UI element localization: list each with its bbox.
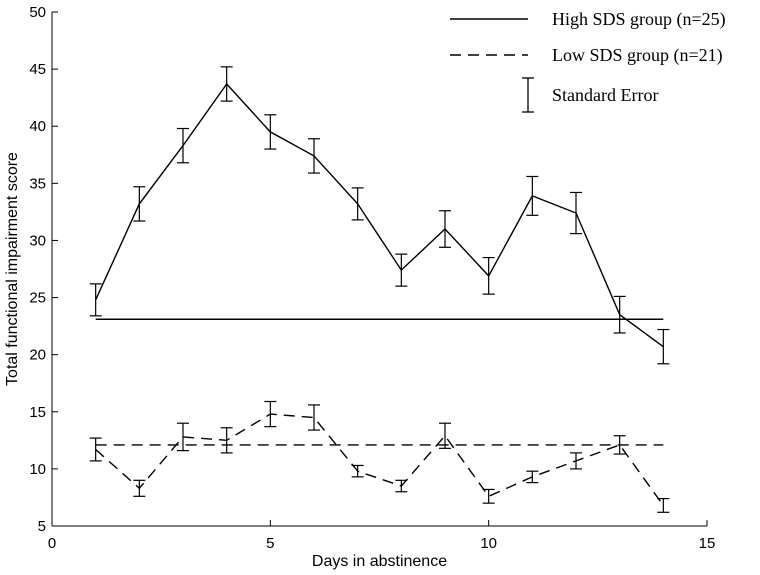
error-bar-high-sds xyxy=(482,256,495,295)
series-lines xyxy=(95,82,664,506)
error-bar-high-sds xyxy=(133,186,146,222)
error-bar-high-sds xyxy=(264,114,277,150)
error-bar-low-sds xyxy=(439,422,451,449)
error-bar-high-sds xyxy=(613,295,626,334)
error-bar-low-sds xyxy=(657,497,670,513)
error-bar-high-sds xyxy=(526,175,539,216)
error-bar-low-sds xyxy=(133,479,146,497)
x-tick-label: 5 xyxy=(266,535,274,552)
x-tick-label: 0 xyxy=(48,535,56,552)
legend-swatch-standard-error xyxy=(522,77,534,113)
y-tick-label: 30 xyxy=(29,232,46,249)
error-bar-high-sds xyxy=(570,191,582,235)
y-tick-label: 35 xyxy=(29,175,46,192)
plot-frame xyxy=(51,12,707,527)
error-bar-low-sds xyxy=(220,427,233,454)
error-bar-high-sds xyxy=(439,210,451,248)
error-bar-low-sds xyxy=(351,464,364,478)
mean-lines xyxy=(95,318,664,446)
error-bar-high-sds xyxy=(395,253,408,287)
series-line-low-sds xyxy=(95,413,664,506)
y-tick-label: 25 xyxy=(29,290,46,307)
legend-label-low-sds: Low SDS group (n=21) xyxy=(552,45,723,66)
error-bar-high-sds xyxy=(89,283,102,317)
error-bar-low-sds xyxy=(570,452,582,470)
y-tick-label: 50 xyxy=(29,4,46,21)
y-tick-label: 15 xyxy=(29,404,46,421)
error-bar-low-sds xyxy=(89,437,102,462)
error-bar-low-sds xyxy=(177,422,189,452)
error-bar-low-sds xyxy=(264,400,277,428)
y-tick-label: 45 xyxy=(29,61,46,78)
x-tick-label: 15 xyxy=(699,535,716,552)
error-bars xyxy=(89,66,670,513)
y-axis-label: Total functional impairment score xyxy=(4,152,21,386)
error-bar-high-sds xyxy=(657,328,670,365)
x-axis-label: Days in abstinence xyxy=(312,553,447,570)
y-tick-label: 20 xyxy=(29,347,46,364)
error-bar-low-sds xyxy=(308,404,320,431)
legend: High SDS group (n=25) Low SDS group (n=2… xyxy=(450,9,726,113)
legend-label-standard-error: Standard Error xyxy=(552,85,658,105)
error-bar-low-sds xyxy=(613,435,626,455)
error-bar-high-sds xyxy=(351,187,364,221)
y-tick-label: 5 xyxy=(38,518,46,535)
x-tick-label: 10 xyxy=(480,535,497,552)
error-bar-low-sds xyxy=(482,488,495,504)
y-axis-ticks: 5 10 15 20 25 30 35 40 45 50 xyxy=(29,4,58,535)
error-bar-high-sds xyxy=(220,66,233,102)
error-bar-high-sds xyxy=(308,138,320,174)
error-bar-high-sds xyxy=(177,127,189,164)
error-bar-low-sds xyxy=(395,479,408,493)
legend-label-high-sds: High SDS group (n=25) xyxy=(552,9,726,30)
y-tick-label: 40 xyxy=(29,118,46,135)
error-bar-low-sds xyxy=(526,470,539,484)
y-tick-label: 10 xyxy=(29,461,46,478)
x-axis-ticks: 0 5 10 15 xyxy=(48,520,716,552)
series-line-high-sds xyxy=(95,82,664,348)
